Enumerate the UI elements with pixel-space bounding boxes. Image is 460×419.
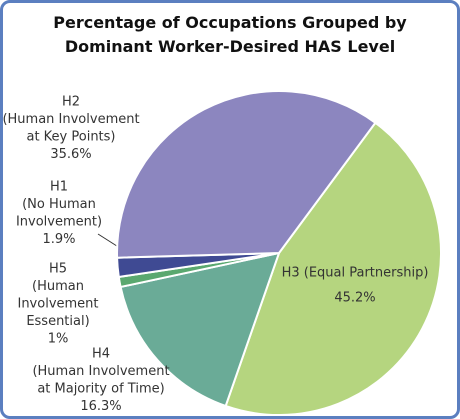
pie-slice <box>119 251 281 408</box>
pie-slice <box>116 90 377 259</box>
slice-label: H2 <box>62 95 80 110</box>
value-label: 1% <box>48 332 69 347</box>
slice-label: (Human Involvement <box>3 112 140 127</box>
chart-title: Percentage of Occupations Grouped by Dom… <box>53 13 407 56</box>
slice-label: at Key Points) <box>26 130 115 145</box>
slice-label: Essential) <box>26 314 89 329</box>
value-label: 35.6% <box>50 147 91 162</box>
chart: H3 (Equal Partnership) 45.2% H4 (Human Invo… <box>3 90 442 416</box>
slice-label: H3 (Equal Partnership) <box>282 266 429 281</box>
slice-label: (No Human <box>22 197 96 212</box>
value-label: 16.3% <box>80 399 121 414</box>
slice-label: Involvement) <box>16 215 102 230</box>
slice-label: (Human Involvement <box>32 364 169 379</box>
value-label: 1.9% <box>42 232 75 247</box>
value-label: 45.2% <box>334 291 375 306</box>
slice-label: H5 <box>49 262 67 277</box>
slice-label: Involvement <box>17 297 98 312</box>
slice-label: H1 <box>50 180 68 195</box>
slice-label: H4 <box>92 347 110 362</box>
pie-slice <box>224 121 442 416</box>
slice-label: at Majority of Time) <box>37 382 164 397</box>
slice-label: (Human <box>32 279 84 294</box>
